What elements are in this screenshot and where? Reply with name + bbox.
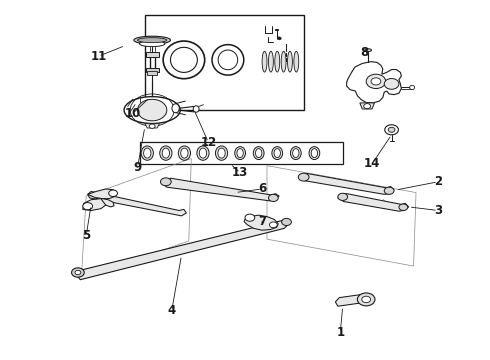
Polygon shape <box>83 199 106 211</box>
Circle shape <box>75 270 81 275</box>
Ellipse shape <box>193 106 199 112</box>
Bar <box>147 68 159 72</box>
Ellipse shape <box>218 50 238 70</box>
Ellipse shape <box>311 149 318 158</box>
Circle shape <box>138 99 167 121</box>
Ellipse shape <box>410 85 415 90</box>
Ellipse shape <box>218 148 225 158</box>
Ellipse shape <box>162 148 170 158</box>
Ellipse shape <box>235 147 245 159</box>
Text: 13: 13 <box>232 166 248 179</box>
Ellipse shape <box>212 45 244 75</box>
Circle shape <box>362 296 370 303</box>
Ellipse shape <box>281 51 286 72</box>
Circle shape <box>366 74 386 89</box>
Ellipse shape <box>309 147 320 159</box>
Ellipse shape <box>163 41 205 79</box>
Circle shape <box>298 173 309 181</box>
Text: 10: 10 <box>124 107 141 120</box>
Polygon shape <box>346 62 401 103</box>
Circle shape <box>388 127 395 132</box>
Ellipse shape <box>216 146 228 160</box>
Polygon shape <box>76 220 289 280</box>
Circle shape <box>364 104 370 109</box>
Text: 7: 7 <box>258 215 266 228</box>
Polygon shape <box>338 194 409 211</box>
Text: 8: 8 <box>361 46 369 59</box>
Circle shape <box>245 214 255 221</box>
Circle shape <box>282 219 292 226</box>
Ellipse shape <box>140 41 165 46</box>
Ellipse shape <box>181 148 188 158</box>
Ellipse shape <box>288 51 293 72</box>
Circle shape <box>399 204 408 211</box>
Circle shape <box>160 178 171 186</box>
Ellipse shape <box>134 36 171 44</box>
Circle shape <box>371 78 381 85</box>
Text: 9: 9 <box>133 161 142 174</box>
Circle shape <box>270 222 277 228</box>
Ellipse shape <box>171 47 197 72</box>
Ellipse shape <box>253 147 264 159</box>
Ellipse shape <box>294 51 299 72</box>
Ellipse shape <box>144 148 151 158</box>
Ellipse shape <box>262 51 267 72</box>
Ellipse shape <box>293 149 299 158</box>
Ellipse shape <box>141 146 153 160</box>
Text: 14: 14 <box>364 157 380 170</box>
Ellipse shape <box>197 146 209 160</box>
Text: 3: 3 <box>434 204 442 217</box>
Bar <box>147 52 159 57</box>
Circle shape <box>384 78 399 89</box>
Ellipse shape <box>291 147 301 159</box>
Polygon shape <box>162 178 279 201</box>
Circle shape <box>83 203 93 210</box>
Circle shape <box>277 37 281 40</box>
Ellipse shape <box>275 51 280 72</box>
Bar <box>147 71 157 75</box>
Polygon shape <box>360 103 374 109</box>
Circle shape <box>149 124 155 129</box>
Circle shape <box>357 293 375 306</box>
Circle shape <box>269 194 278 202</box>
Text: 2: 2 <box>434 175 442 188</box>
Ellipse shape <box>160 146 172 160</box>
Ellipse shape <box>172 104 179 113</box>
Ellipse shape <box>255 149 262 158</box>
Ellipse shape <box>365 49 371 51</box>
Bar <box>145 15 304 110</box>
Circle shape <box>385 125 398 135</box>
Circle shape <box>338 193 347 201</box>
Ellipse shape <box>138 38 167 42</box>
Ellipse shape <box>237 149 244 158</box>
Ellipse shape <box>124 96 180 123</box>
Ellipse shape <box>199 148 207 158</box>
Ellipse shape <box>274 149 280 158</box>
Polygon shape <box>96 198 114 207</box>
Ellipse shape <box>272 147 283 159</box>
Polygon shape <box>88 192 186 216</box>
Circle shape <box>72 268 84 277</box>
Text: 12: 12 <box>200 136 217 149</box>
Text: 4: 4 <box>168 305 176 318</box>
Polygon shape <box>88 189 117 199</box>
Polygon shape <box>145 124 159 128</box>
Circle shape <box>109 190 118 197</box>
Polygon shape <box>244 215 278 230</box>
Ellipse shape <box>178 146 191 160</box>
Text: 5: 5 <box>82 229 90 242</box>
Text: 6: 6 <box>258 183 266 195</box>
Polygon shape <box>335 294 366 306</box>
Polygon shape <box>299 174 394 194</box>
Bar <box>140 142 343 164</box>
Ellipse shape <box>269 51 273 72</box>
Circle shape <box>384 187 394 194</box>
Text: 11: 11 <box>90 50 106 63</box>
Text: 1: 1 <box>336 326 344 339</box>
